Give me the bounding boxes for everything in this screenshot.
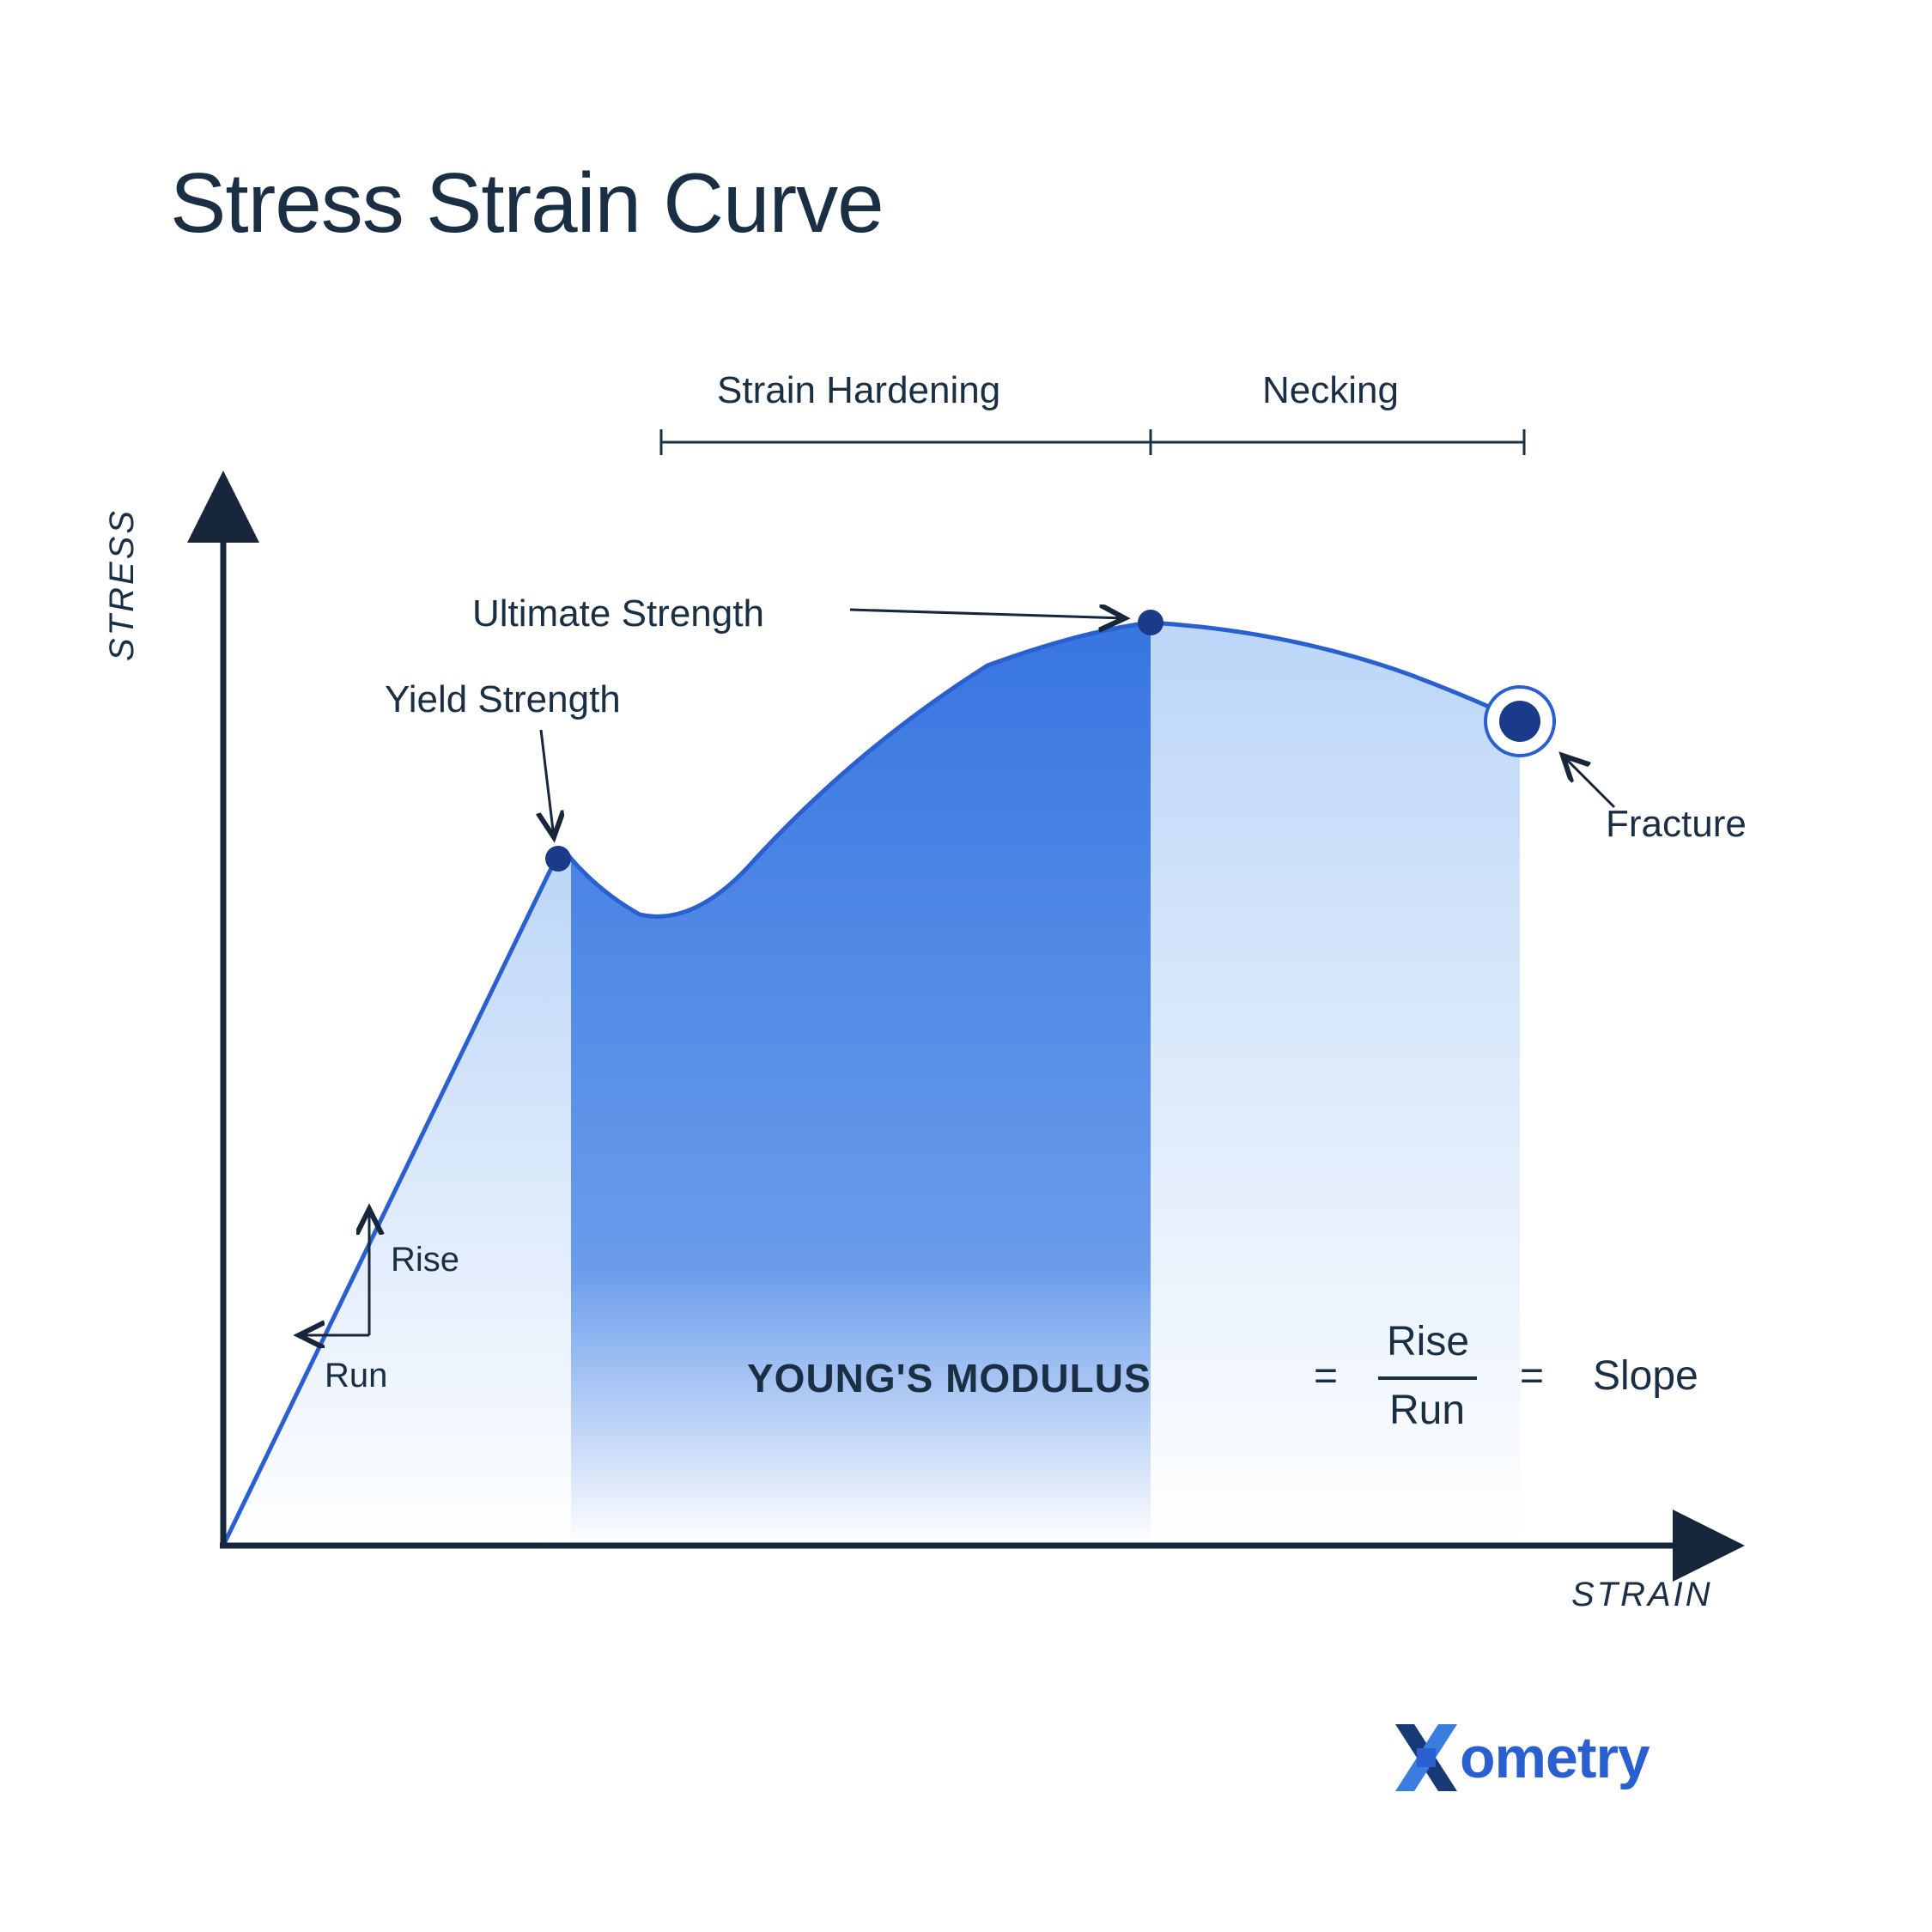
- arrow-yield: [541, 730, 554, 837]
- formula-run: Run: [1389, 1387, 1465, 1434]
- bracket-necking: [1151, 429, 1524, 455]
- point-yield: [545, 846, 571, 872]
- label-strain-hardening: Strain Hardening: [717, 369, 1000, 412]
- arrow-ultimate: [850, 610, 1125, 618]
- label-necking: Necking: [1262, 369, 1399, 412]
- logo-text: ometry: [1460, 1724, 1649, 1791]
- point-ultimate: [1138, 610, 1163, 635]
- label-rise: Rise: [391, 1241, 459, 1279]
- diagram-canvas: Stress Strain Curve: [0, 0, 1932, 1932]
- arrow-fracture: [1563, 756, 1614, 807]
- y-axis-label: STRESS: [103, 508, 142, 661]
- formula-youngs-modulus: YOUNG'S MODULUS: [747, 1355, 1151, 1401]
- formula-rise: Rise: [1387, 1318, 1469, 1365]
- bracket-hardening: [661, 429, 1151, 455]
- stress-strain-svg: [0, 0, 1932, 1932]
- formula-equals-2: =: [1520, 1352, 1544, 1400]
- label-yield: Yield Strength: [385, 678, 621, 721]
- point-fracture: [1485, 687, 1554, 756]
- label-run: Run: [325, 1357, 387, 1395]
- label-ultimate: Ultimate Strength: [472, 592, 764, 635]
- label-fracture: Fracture: [1606, 803, 1747, 846]
- x-axis-label: STRAIN: [1571, 1576, 1713, 1614]
- formula-equals-1: =: [1314, 1352, 1338, 1400]
- region-hardening: [571, 623, 1151, 1546]
- logo-x-icon: [1395, 1724, 1457, 1791]
- formula-slope: Slope: [1593, 1352, 1698, 1400]
